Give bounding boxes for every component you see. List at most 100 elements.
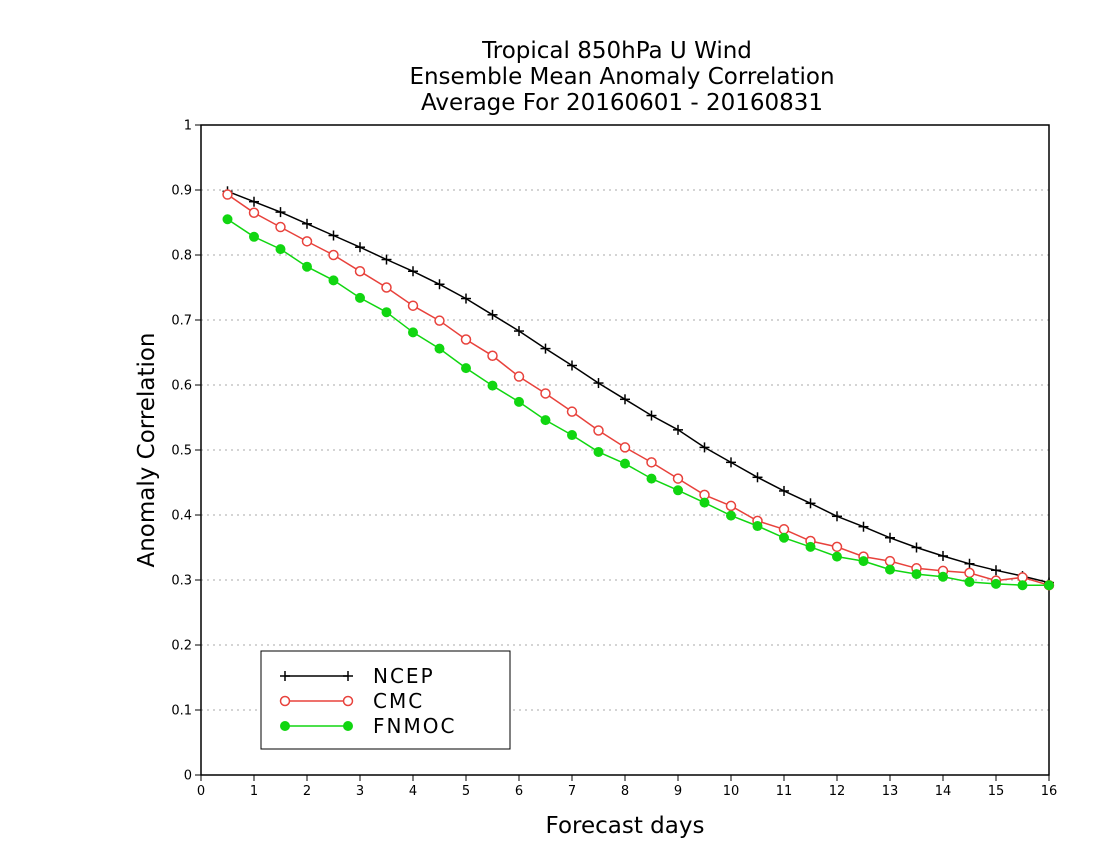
series-ncep [222, 186, 1054, 588]
legend-label-ncep: NCEP [373, 664, 435, 688]
data-point-ncep [487, 309, 498, 320]
x-tick-label: 8 [621, 784, 629, 799]
data-point-cmc [222, 189, 233, 200]
data-point-ncep [805, 498, 816, 509]
data-point-ncep [673, 424, 683, 435]
x-tick-label: 0 [197, 784, 205, 799]
y-tick-label: 0.7 [171, 314, 192, 329]
data-point-cmc [487, 350, 498, 361]
x-tick-label: 13 [882, 784, 899, 799]
y-tick-label: 0.2 [171, 639, 192, 654]
data-point-ncep [885, 532, 895, 543]
legend-marker-ncep [343, 671, 353, 681]
data-point-ncep [938, 550, 948, 561]
data-point-cmc [248, 207, 260, 218]
data-point-cmc [354, 266, 366, 277]
legend-marker-ncep [280, 671, 290, 681]
y-tick-label: 0.5 [171, 444, 192, 459]
legend-box [260, 650, 511, 750]
data-point-ncep [726, 457, 736, 468]
data-point-ncep [593, 378, 604, 389]
data-point-fnmoc [567, 430, 577, 441]
data-point-cmc [831, 541, 843, 553]
data-point-ncep [249, 196, 259, 207]
y-tick-label: 0 [184, 769, 192, 784]
data-point-fnmoc [249, 231, 259, 242]
data-series [222, 186, 1055, 591]
series-line-fnmoc [227, 218, 1049, 586]
title-line-3: Average For 20160601 - 20160831 [421, 90, 823, 116]
data-point-cmc [301, 236, 313, 247]
x-tick-label: 11 [776, 784, 793, 799]
data-point-cmc [672, 473, 684, 484]
series-line-ncep [227, 190, 1050, 584]
data-point-cmc [275, 221, 286, 233]
legend-label-fnmoc: FNMOC [373, 714, 456, 738]
data-point-fnmoc [434, 343, 445, 354]
data-point-ncep [832, 511, 842, 522]
data-point-ncep [752, 472, 763, 483]
legend-label-cmc: CMC [373, 689, 424, 713]
y-axis-label: Anomaly Correlation [134, 332, 160, 567]
x-tick-label: 7 [568, 784, 576, 799]
data-point-ncep [567, 360, 577, 371]
data-point-cmc [725, 500, 737, 512]
series-line-cmc [227, 193, 1050, 586]
data-point-fnmoc [964, 576, 975, 587]
data-point-fnmoc [885, 564, 895, 575]
legend-marker-fnmoc [343, 721, 353, 731]
x-axis-ticks: 0 1 2 3 4 5 6 7 8 9 10 11 12 13 14 15 16 [197, 775, 1057, 799]
data-point-fnmoc [540, 415, 551, 426]
data-point-ncep [408, 266, 418, 277]
data-point-cmc [778, 524, 790, 535]
data-point-cmc [407, 300, 419, 311]
data-point-fnmoc [726, 510, 736, 521]
data-point-ncep [858, 521, 869, 532]
y-tick-label: 0.3 [171, 574, 192, 589]
title-line-1: Tropical 850hPa U Wind [481, 38, 752, 64]
legend-marker-fnmoc [280, 721, 290, 731]
data-point-cmc [328, 249, 339, 261]
legend-entry-fnmoc: FNMOC [280, 714, 456, 738]
data-point-cmc [646, 457, 657, 468]
legend-entry-cmc: CMC [279, 689, 424, 713]
x-tick-label: 15 [988, 784, 1005, 799]
data-point-cmc [381, 282, 392, 293]
data-point-ncep [991, 565, 1001, 576]
data-point-fnmoc [514, 396, 524, 407]
data-point-fnmoc [381, 307, 392, 318]
x-tick-label: 5 [462, 784, 470, 799]
data-point-fnmoc [593, 446, 604, 457]
data-point-fnmoc [1044, 580, 1054, 591]
data-point-fnmoc [328, 275, 339, 286]
data-point-cmc [964, 567, 975, 579]
x-tick-label: 1 [250, 784, 258, 799]
data-point-fnmoc [938, 571, 948, 582]
x-tick-label: 6 [515, 784, 523, 799]
x-tick-label: 10 [723, 784, 740, 799]
data-point-ncep [434, 279, 445, 290]
data-point-ncep [540, 343, 551, 354]
data-point-ncep [514, 326, 524, 337]
legend-marker-cmc [279, 695, 291, 707]
data-point-ncep [964, 558, 975, 569]
data-point-ncep [381, 254, 392, 265]
y-tick-label: 0.1 [171, 704, 192, 719]
data-point-ncep [699, 442, 710, 453]
data-point-fnmoc [805, 541, 816, 552]
x-tick-label: 12 [829, 784, 846, 799]
series-fnmoc [222, 214, 1054, 591]
x-tick-label: 2 [303, 784, 311, 799]
data-point-fnmoc [275, 244, 286, 255]
data-point-ncep [461, 293, 471, 304]
data-point-cmc [884, 555, 896, 567]
data-point-fnmoc [620, 458, 630, 469]
data-point-fnmoc [355, 292, 365, 303]
data-point-fnmoc [408, 327, 418, 338]
data-point-ncep [302, 218, 312, 229]
data-point-cmc [566, 406, 578, 417]
x-tick-label: 4 [409, 784, 417, 799]
data-point-cmc [434, 315, 445, 326]
